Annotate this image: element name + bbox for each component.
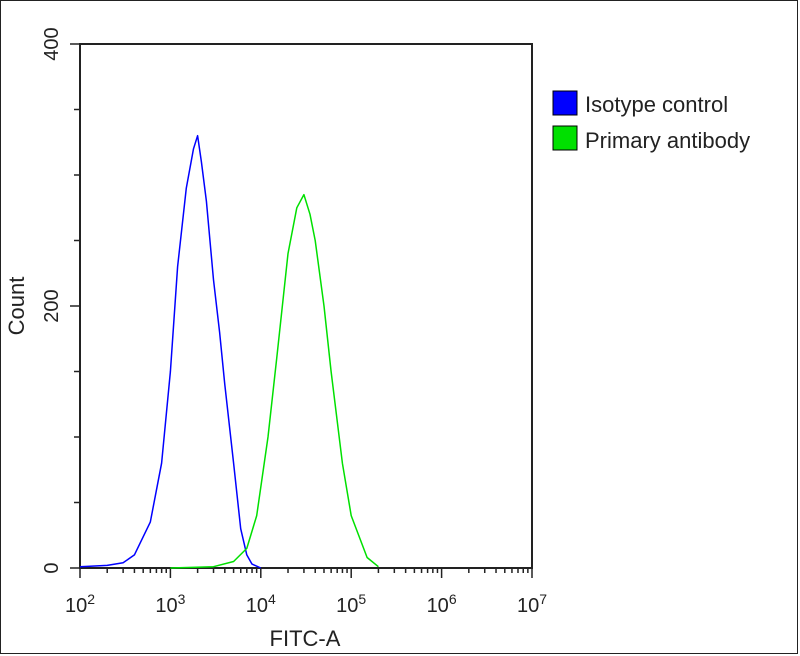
x-tick-label: 106: [427, 591, 457, 617]
series-line-isotype-control: [79, 134, 262, 569]
legend-label-primary-antibody: Primary antibody: [585, 128, 750, 153]
y-axis-title: Count: [4, 277, 29, 336]
x-tick-label: 103: [155, 591, 185, 617]
series-line-primary-antibody: [170, 193, 379, 569]
y-tick-label: 0: [41, 562, 63, 573]
legend-swatch-primary-antibody: [552, 125, 578, 151]
x-tick-label: 102: [65, 591, 95, 617]
legend-swatch-isotype-control: [552, 90, 578, 116]
x-tick-label: 104: [246, 591, 276, 617]
x-tick-label: 107: [517, 591, 547, 617]
legend: Isotype control Primary antibody: [552, 90, 750, 153]
x-axis-title: FITC-A: [270, 626, 341, 651]
legend-label-isotype-control: Isotype control: [585, 92, 728, 117]
x-tick-label: 105: [336, 591, 366, 617]
y-tick-label: 400: [41, 27, 63, 60]
plot-area: [79, 43, 533, 569]
y-tick-label: 200: [41, 289, 63, 322]
